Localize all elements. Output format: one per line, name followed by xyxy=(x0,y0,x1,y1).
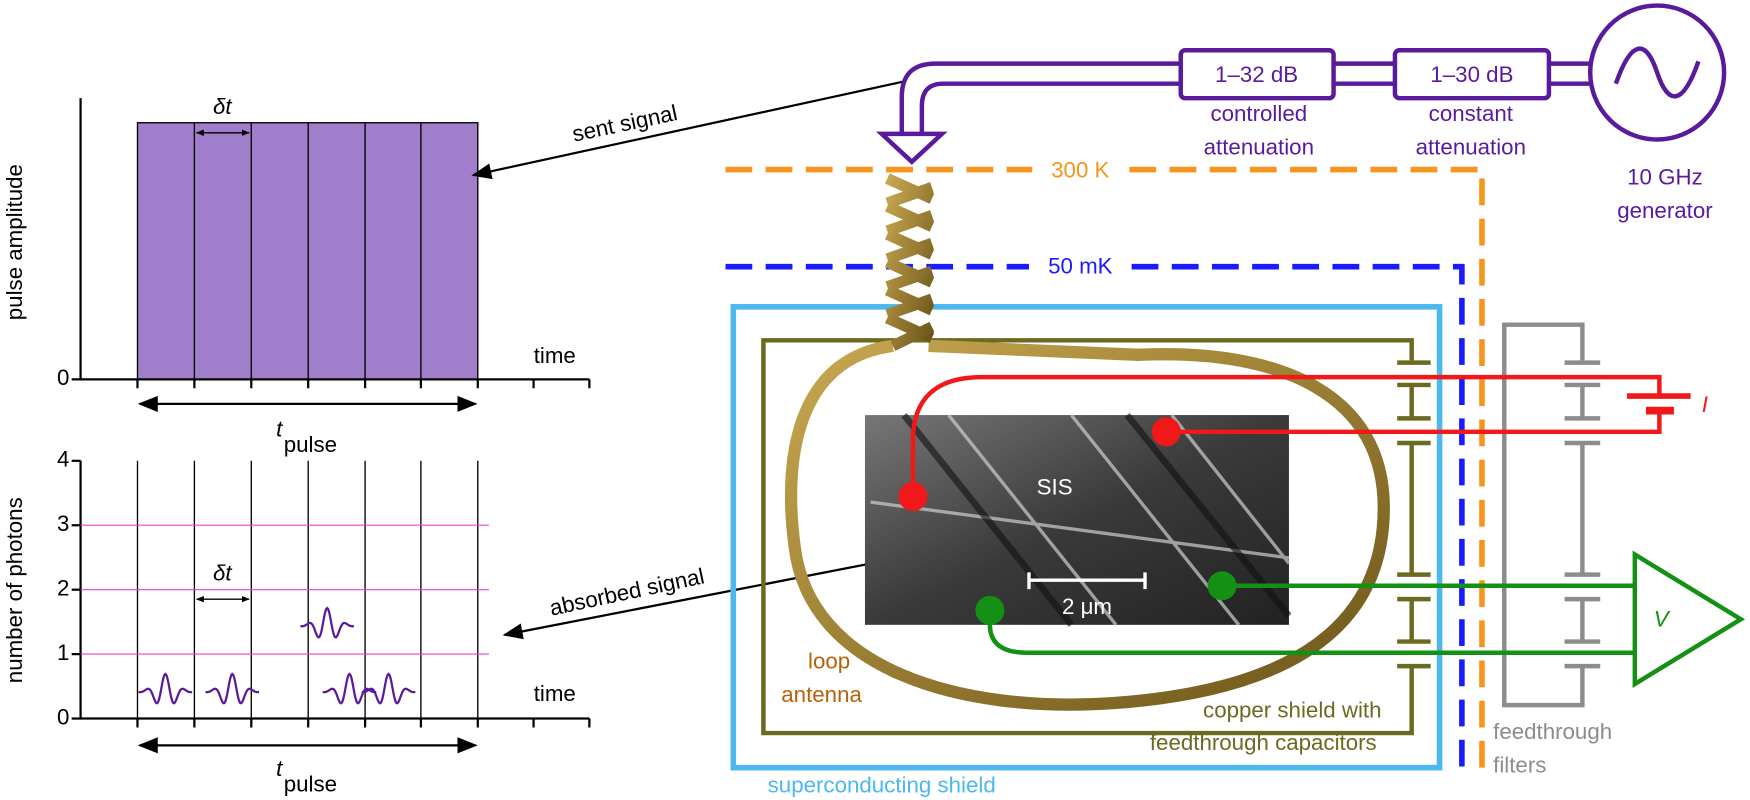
filters xyxy=(1502,322,1601,708)
voltage-label: V xyxy=(1654,606,1671,631)
y-label: pulse amplitude xyxy=(2,164,27,320)
photon xyxy=(361,672,416,705)
sent-label: sent signal xyxy=(570,100,679,147)
attenuator-value: 1–30 dB xyxy=(1430,62,1513,87)
contact xyxy=(898,482,928,512)
attenuator-label: controlled xyxy=(1210,101,1307,126)
stage-50mk xyxy=(725,263,1465,770)
photon xyxy=(205,672,260,705)
loop-antenna xyxy=(784,339,1390,711)
filters-label: feedthrough xyxy=(1493,719,1612,744)
contact xyxy=(975,595,1005,625)
t-sub: pulse xyxy=(284,432,337,457)
y-tick-label: 0 xyxy=(57,365,69,390)
attenuator-label: attenuation xyxy=(1416,134,1526,159)
loop-label: loop xyxy=(808,649,850,674)
x-ticks xyxy=(136,379,591,389)
delta-label: δt xyxy=(213,94,232,119)
t-sub: pulse xyxy=(284,771,337,796)
voltage-circuit xyxy=(987,550,1746,688)
bottom-panel: δt time number of photons t pulse xyxy=(2,460,591,796)
copper-label: copper shield with xyxy=(1203,698,1381,723)
y-tick-label: 2 xyxy=(57,576,69,601)
superconducting-shield xyxy=(730,304,1443,771)
t-label: t xyxy=(276,417,283,442)
scale-bar-label: 2 μm xyxy=(1062,594,1112,619)
slot-dividers xyxy=(193,122,422,380)
t-label: t xyxy=(276,756,283,781)
generator-label: generator xyxy=(1617,198,1713,223)
y-tick-label: 0 xyxy=(57,704,69,729)
stage-300k xyxy=(725,166,1485,770)
sent-arrow xyxy=(471,80,905,180)
current-circuit xyxy=(910,374,1691,497)
stage-300k-label: 300 K xyxy=(1051,158,1109,183)
current-label: I xyxy=(1702,392,1708,417)
attenuator-value: 1–32 dB xyxy=(1215,62,1298,87)
setup: 1–32 dB controlled attenuation 1–30 dB c… xyxy=(725,3,1746,798)
y-label: number of photons xyxy=(2,497,27,683)
photon xyxy=(138,672,193,705)
feed-line xyxy=(876,3,1727,165)
contact xyxy=(1207,571,1237,601)
attenuator-label: constant xyxy=(1429,101,1514,126)
capacitors xyxy=(1397,360,1431,669)
sc-shield-label: superconducting shield xyxy=(768,773,996,798)
copper-label: feedthrough capacitors xyxy=(1150,730,1377,755)
photon xyxy=(322,672,377,705)
delta-label: δt xyxy=(213,561,232,586)
top-panel: δt time pulse amplitude t pulse xyxy=(2,94,591,457)
y-tick-label: 1 xyxy=(57,640,69,665)
sis-label: SIS xyxy=(1037,475,1073,500)
coil xyxy=(884,173,935,351)
loop-label: antenna xyxy=(781,682,862,707)
y-tick-label: 4 xyxy=(57,447,69,472)
photon xyxy=(300,606,354,639)
copper-shield xyxy=(761,338,1414,736)
attenuator-label: attenuation xyxy=(1204,134,1314,159)
filters-label: filters xyxy=(1493,752,1546,777)
x-ticks xyxy=(136,718,591,728)
y-tick-label: 3 xyxy=(57,511,69,536)
stage-50mk-label: 50 mK xyxy=(1048,254,1113,279)
contact xyxy=(1151,417,1181,447)
x-label: time xyxy=(534,343,576,368)
x-label: time xyxy=(534,681,576,706)
generator-label: 10 GHz xyxy=(1627,164,1703,189)
